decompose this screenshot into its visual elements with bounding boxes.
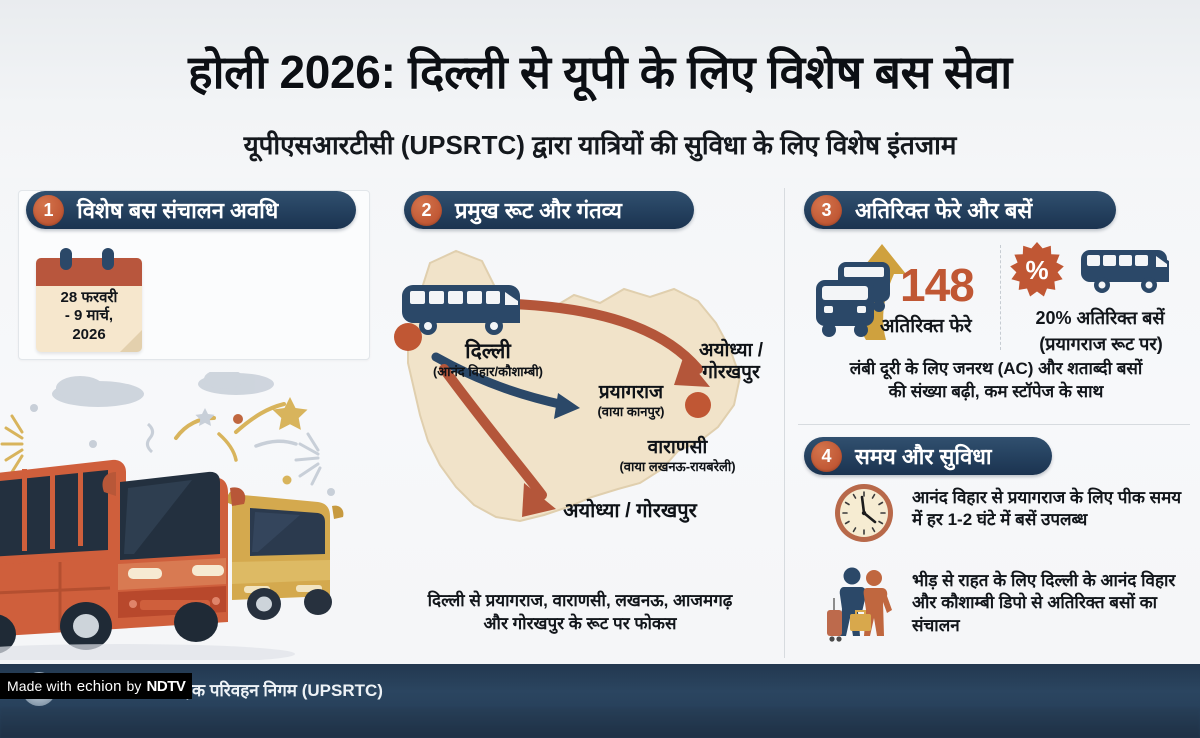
map-label-prayagraj: प्रयागराज (वाया कानपुर): [556, 382, 706, 420]
watermark-by: by: [126, 678, 142, 694]
map-svg: [394, 249, 742, 523]
footer-top-strip: [0, 660, 1200, 664]
section-3-number: 3: [811, 194, 842, 226]
traveller-blue: [839, 567, 867, 636]
calendar-date-text: 28 फरवरी - 9 मार्च, 2026: [36, 289, 142, 344]
map-label-ayodhya-top: अयोध्या / गोरखपुर: [672, 340, 790, 384]
map-label-varanasi: वाराणसी (वाया लखनऊ-रायबरेली): [570, 437, 785, 475]
svg-text:%: %: [1025, 255, 1048, 285]
stat-extra-buses-sub: (प्रयागराज रूट पर): [1039, 334, 1163, 354]
section3-section4-divider: [798, 424, 1190, 425]
calendar-body: 28 फरवरी - 9 मार्च, 2026: [36, 258, 142, 352]
calendar-icon: 28 फरवरी - 9 मार्च, 2026: [36, 248, 142, 352]
section-2-header: 2 प्रमुख रूट और गंतव्य: [404, 191, 694, 229]
stat-extra-trips: 148 अतिरिक्त फेरे: [808, 240, 994, 349]
section-2-footnote: दिल्ली से प्रयागराज, वाराणसी, लखनऊ, आजमग…: [370, 590, 790, 636]
section-3-header: 3 अतिरिक्त फेरे और बसें: [804, 191, 1116, 229]
stat-extra-trips-label: अतिरिक्त फेरे: [880, 316, 972, 337]
percent-and-bus-icons: %: [1010, 242, 1169, 297]
map-label-varanasi-sub: (वाया लखनऊ-रायबरेली): [619, 458, 736, 474]
section-3-inner-divider: [1000, 245, 1001, 350]
section-3-heading: अतिरिक्त फेरे और बसें: [855, 198, 1033, 223]
map-label-varanasi-main: वाराणसी: [647, 437, 708, 458]
map-label-delhi: दिल्ली (आनंद विहार/कौशाम्बी): [398, 340, 578, 380]
section-1-header: 1 विशेष बस संचालन अवधि: [26, 191, 356, 229]
calendar-date-line-2: - 9 मार्च,: [64, 307, 114, 325]
section-3-note-line-1: लंबी दूरी के लिए जनरथ (AC) और शताब्दी बस…: [849, 359, 1143, 378]
map-label-delhi-sub: (आनंद विहार/कौशाम्बी): [432, 364, 544, 380]
watermark-prefix: Made with: [7, 678, 72, 694]
section-4-header: 4 समय और सुविधा: [804, 437, 1052, 475]
uttar-pradesh-map: [378, 245, 778, 585]
footer-bar: उत्तर प्रदेश राज्य सड़क परिवहन निगम (UPS…: [0, 660, 1200, 738]
header-band: [0, 0, 1200, 178]
route-arrow-varanasi: [439, 364, 547, 500]
route-arrow-prayagraj: [431, 352, 569, 410]
map-dot-ayodhya: [685, 392, 711, 418]
section-3-stats-row: 148 अतिरिक्त फेरे %: [800, 240, 1192, 358]
calendar-date-line-3: 2026: [72, 325, 106, 343]
clock-icon: [835, 484, 893, 542]
watermark: Made with echion by NDTV: [0, 673, 193, 699]
route-arrow-prayagraj-head: [554, 393, 580, 419]
column-divider-right: [784, 188, 785, 658]
page-title: होली 2026: दिल्ली से यूपी के लिए विशेष ब…: [188, 46, 1012, 98]
bus-shadow: [0, 644, 295, 664]
briefcase-icon: [850, 610, 871, 631]
watermark-publisher: NDTV: [146, 677, 186, 695]
watermark-brand: echion: [76, 677, 122, 695]
section-3-note: लंबी दूरी के लिए जनरथ (AC) और शताब्दी बस…: [798, 358, 1194, 404]
stat-extra-trips-value: 148: [900, 259, 975, 311]
map-label-prayagraj-sub: (वाया कानपुर): [597, 403, 665, 419]
orange-bus: [0, 459, 246, 654]
section-1-number: 1: [33, 194, 64, 226]
section-4-number: 4: [811, 440, 842, 472]
cloud-shapes: [52, 372, 274, 407]
section-2-heading: प्रमुख रूट और गंतव्य: [455, 198, 622, 223]
buses-with-up-arrow-icon: [816, 244, 906, 340]
bus-icon-map: [402, 285, 520, 335]
holi-buses-illustration: [0, 372, 344, 664]
section-4-heading: समय और सुविधा: [855, 444, 992, 469]
map-label-delhi-main: दिल्ली: [465, 340, 511, 363]
bus-icon-side: [1081, 250, 1169, 293]
calendar-ring-left: [60, 248, 72, 270]
route-arrow-ayodhya-top-head: [674, 355, 710, 387]
page-subtitle: यूपीएसआरटीसी (UPSRTC) द्वारा यात्रियों क…: [243, 130, 957, 160]
map-dot-delhi: [394, 323, 422, 351]
suitcase-rolling: [827, 598, 842, 642]
route-arrow-varanasi-head: [522, 483, 556, 517]
section-2-footnote-line-1: दिल्ली से प्रयागराज, वाराणसी, लखनऊ, आजमग…: [427, 591, 733, 610]
calendar-ring-right: [102, 248, 114, 270]
calendar-header-band: [36, 258, 142, 286]
map-label-ayodhya-bottom: अयोध्या / गोरखपुर: [563, 500, 697, 522]
map-label-ayodhya-top-l2: गोरखपुर: [702, 361, 760, 383]
map-label-prayagraj-main: प्रयागराज: [598, 382, 664, 403]
section-2-number: 2: [411, 194, 442, 226]
confetti-decor: [0, 397, 335, 496]
footer-blur-band: [0, 708, 1200, 738]
gold-bus: [227, 490, 344, 620]
section-2-footnote-line-2: और गोरखपुर के रूट पर फोकस: [483, 613, 677, 633]
section-4-item-2-text: भीड़ से राहत के लिए दिल्ली के आनंद विहार…: [912, 571, 1176, 635]
section-3-note-line-2: की संख्या बढ़ी, कम स्टॉपेज के साथ: [888, 381, 1104, 401]
calendar-date-line-1: 28 फरवरी: [60, 289, 118, 306]
stat-extra-buses-line: 20% अतिरिक्त बसें: [1035, 308, 1165, 328]
percent-badge-icon: %: [1010, 242, 1064, 297]
map-label-ayodhya-top-l1: अयोध्या /: [698, 340, 764, 361]
section-4-item-1-text: आनंद विहार से प्रयागराज के लिए पीक समय म…: [912, 488, 1182, 530]
section-1-heading: विशेष बस संचालन अवधि: [77, 198, 279, 223]
travellers-icon: [827, 567, 892, 642]
